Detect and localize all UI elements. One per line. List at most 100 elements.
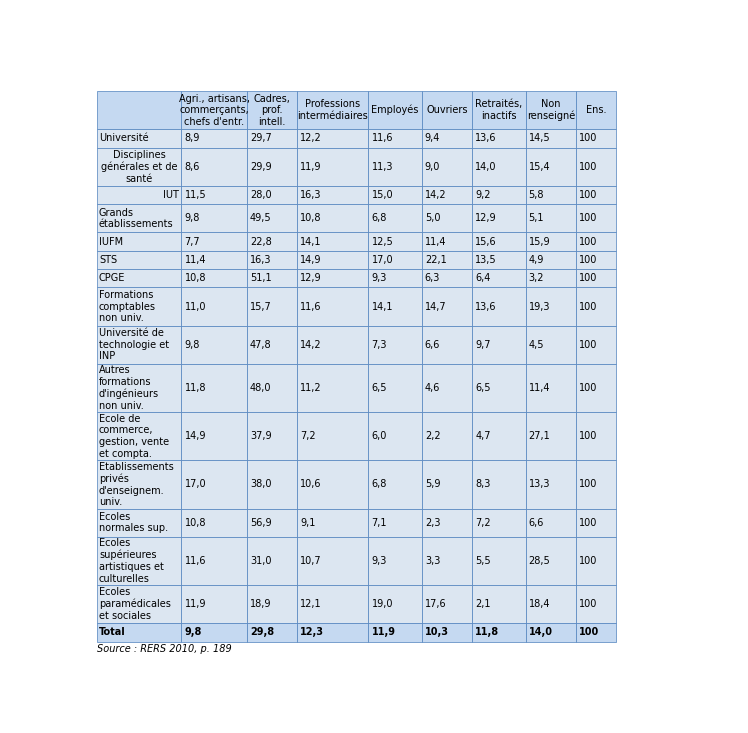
Text: 11,9: 11,9: [185, 599, 206, 609]
Bar: [182, 129, 247, 147]
Bar: [96, 623, 182, 641]
Text: Professions
intermédiaires: Professions intermédiaires: [298, 100, 368, 121]
Bar: [182, 412, 247, 460]
Text: 7,7: 7,7: [185, 237, 200, 246]
Bar: [182, 623, 247, 641]
Text: 29,9: 29,9: [250, 162, 272, 172]
Text: 10,7: 10,7: [301, 556, 322, 566]
Text: 12,9: 12,9: [301, 273, 322, 284]
Text: 100: 100: [579, 255, 598, 265]
Bar: [297, 269, 369, 287]
Bar: [576, 325, 616, 364]
Bar: [472, 147, 526, 186]
Bar: [247, 232, 297, 251]
Bar: [182, 537, 247, 585]
Text: 15,6: 15,6: [475, 237, 497, 246]
Bar: [182, 232, 247, 251]
Bar: [422, 364, 472, 412]
Bar: [576, 91, 616, 129]
Bar: [576, 412, 616, 460]
Bar: [369, 325, 422, 364]
Text: 4,6: 4,6: [425, 383, 441, 393]
Text: 7,1: 7,1: [372, 517, 387, 528]
Text: Source : RERS 2010, p. 189: Source : RERS 2010, p. 189: [96, 644, 231, 654]
Bar: [369, 287, 422, 325]
Text: 11,6: 11,6: [185, 556, 206, 566]
Text: 38,0: 38,0: [250, 479, 272, 490]
Text: 3,3: 3,3: [425, 556, 441, 566]
Bar: [247, 325, 297, 364]
Bar: [96, 325, 182, 364]
Bar: [182, 460, 247, 509]
Bar: [472, 129, 526, 147]
Bar: [576, 287, 616, 325]
Text: 8,6: 8,6: [185, 162, 200, 172]
Bar: [247, 205, 297, 232]
Bar: [182, 91, 247, 129]
Text: 2,3: 2,3: [425, 517, 441, 528]
Text: Total: Total: [99, 627, 126, 638]
Bar: [247, 364, 297, 412]
Text: 6,5: 6,5: [475, 383, 491, 393]
Text: 14,1: 14,1: [301, 237, 322, 246]
Text: 100: 100: [579, 340, 598, 350]
Text: 14,7: 14,7: [425, 301, 447, 312]
Bar: [526, 325, 576, 364]
Text: Ecoles
paramédicales
et sociales: Ecoles paramédicales et sociales: [99, 587, 171, 621]
Bar: [182, 269, 247, 287]
Bar: [369, 205, 422, 232]
Text: 12,1: 12,1: [301, 599, 322, 609]
Text: 9,8: 9,8: [185, 627, 202, 638]
Bar: [576, 147, 616, 186]
Bar: [472, 623, 526, 641]
Text: 19,0: 19,0: [372, 599, 393, 609]
Text: 5,5: 5,5: [475, 556, 491, 566]
Bar: [576, 364, 616, 412]
Bar: [369, 91, 422, 129]
Bar: [247, 623, 297, 641]
Bar: [297, 537, 369, 585]
Bar: [422, 129, 472, 147]
Bar: [297, 205, 369, 232]
Text: 9,2: 9,2: [475, 190, 491, 200]
Text: Formations
comptables
non univ.: Formations comptables non univ.: [99, 290, 156, 323]
Bar: [297, 147, 369, 186]
Text: 11,9: 11,9: [301, 162, 322, 172]
Text: 9,3: 9,3: [372, 273, 387, 284]
Text: 2,2: 2,2: [425, 431, 441, 441]
Bar: [422, 412, 472, 460]
Bar: [369, 585, 422, 623]
Bar: [297, 509, 369, 537]
Bar: [576, 537, 616, 585]
Bar: [247, 269, 297, 287]
Text: 4,9: 4,9: [529, 255, 544, 265]
Bar: [182, 251, 247, 269]
Bar: [297, 251, 369, 269]
Bar: [369, 232, 422, 251]
Bar: [369, 460, 422, 509]
Text: 100: 100: [579, 517, 598, 528]
Text: 9,1: 9,1: [301, 517, 316, 528]
Bar: [96, 129, 182, 147]
Text: 2,1: 2,1: [475, 599, 491, 609]
Bar: [472, 205, 526, 232]
Bar: [472, 325, 526, 364]
Text: 100: 100: [579, 213, 598, 224]
Text: Non
renseigné: Non renseigné: [527, 99, 575, 121]
Text: 6,6: 6,6: [529, 517, 544, 528]
Text: 14,5: 14,5: [529, 133, 551, 144]
Bar: [526, 91, 576, 129]
Text: 9,4: 9,4: [425, 133, 441, 144]
Bar: [422, 509, 472, 537]
Text: 6,3: 6,3: [425, 273, 441, 284]
Bar: [422, 287, 472, 325]
Bar: [96, 460, 182, 509]
Bar: [369, 147, 422, 186]
Bar: [182, 147, 247, 186]
Text: 22,1: 22,1: [425, 255, 447, 265]
Bar: [576, 129, 616, 147]
Bar: [369, 623, 422, 641]
Bar: [369, 412, 422, 460]
Bar: [576, 585, 616, 623]
Bar: [247, 412, 297, 460]
